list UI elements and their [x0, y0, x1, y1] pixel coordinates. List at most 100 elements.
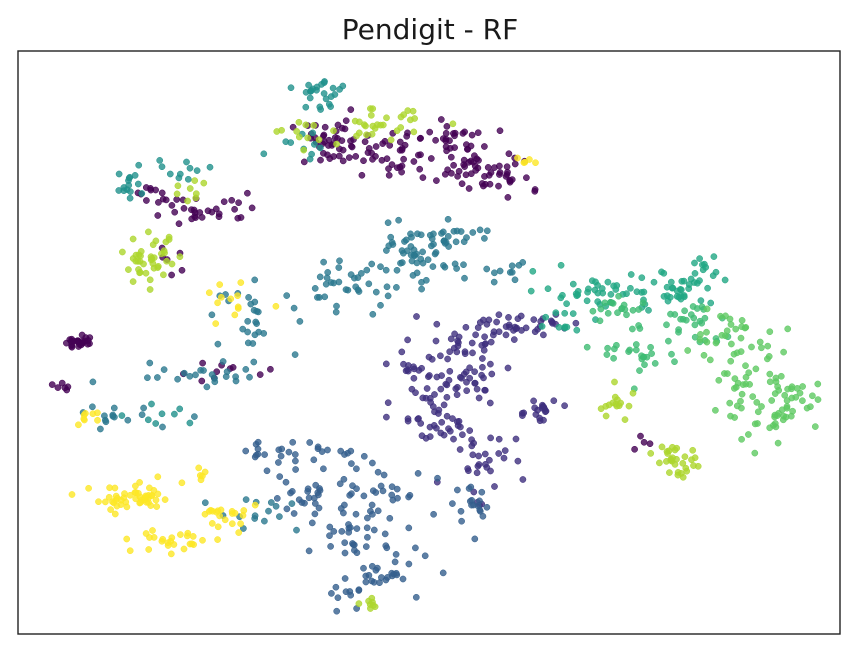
scatter-point — [131, 172, 139, 179]
scatter-point — [174, 182, 182, 190]
scatter-point — [273, 128, 281, 135]
scatter-point — [239, 325, 247, 333]
scatter-point — [583, 343, 591, 351]
scatter-point — [629, 306, 637, 314]
scatter-point — [487, 467, 494, 475]
scatter-point — [305, 494, 313, 502]
scatter-point — [356, 118, 363, 126]
scatter-point — [607, 291, 615, 298]
scatter-point — [267, 499, 275, 506]
scatter-point — [245, 294, 252, 301]
scatter-point — [501, 447, 509, 454]
scatter-point — [463, 378, 470, 386]
scatter-point — [809, 392, 816, 400]
scatter-point — [431, 408, 438, 416]
scatter-point — [186, 372, 194, 380]
scatter-point — [200, 179, 208, 187]
scatter-point — [101, 412, 108, 420]
scatter-point — [117, 496, 125, 504]
scatter-point — [142, 184, 150, 191]
scatter-point — [292, 466, 299, 473]
scatter-point — [410, 374, 418, 382]
scatter-point — [589, 307, 597, 315]
scatter-point — [766, 370, 774, 378]
scatter-point — [191, 213, 199, 220]
scatter-point — [475, 461, 483, 468]
scatter-point — [235, 199, 242, 207]
scatter-point — [758, 403, 765, 410]
scatter-point — [741, 324, 749, 332]
scatter-point — [333, 140, 340, 148]
scatter-point — [277, 452, 285, 460]
scatter-point — [138, 411, 146, 419]
scatter-point — [468, 501, 475, 509]
scatter-point — [398, 146, 406, 154]
scatter-point — [504, 168, 511, 176]
scatter-point — [679, 459, 687, 467]
scatter-point — [483, 503, 491, 511]
scatter-point — [658, 443, 666, 451]
scatter-point — [481, 386, 489, 394]
scatter-point — [780, 412, 787, 420]
scatter-point — [316, 103, 324, 111]
scatter-point — [427, 155, 435, 162]
scatter-point — [458, 180, 466, 188]
scatter-point — [231, 205, 238, 213]
scatter-point — [453, 391, 461, 399]
scatter-point — [467, 157, 475, 165]
scatter-point — [242, 496, 250, 503]
scatter-point — [696, 255, 703, 262]
scatter-point — [192, 371, 199, 379]
scatter-point — [475, 157, 482, 164]
scatter-point — [503, 163, 511, 171]
scatter-point — [689, 446, 697, 454]
scatter-point — [491, 164, 498, 171]
scatter-point — [330, 127, 337, 135]
scatter-point — [645, 306, 652, 314]
scatter-point — [681, 307, 688, 315]
scatter-point — [244, 317, 252, 325]
scatter-point — [199, 536, 206, 544]
scatter-point — [456, 446, 464, 453]
scatter-point — [680, 277, 688, 285]
scatter-point — [549, 319, 556, 327]
scatter-point — [150, 534, 158, 541]
scatter-point — [273, 495, 281, 502]
scatter-point — [493, 318, 500, 326]
scatter-point — [235, 529, 243, 536]
scatter-point — [648, 350, 655, 357]
scatter-point — [146, 276, 154, 284]
scatter-point — [707, 299, 715, 307]
scatter-point — [610, 354, 617, 362]
scatter-point — [208, 311, 216, 319]
scatter-point — [469, 451, 477, 459]
scatter-point — [647, 343, 654, 351]
scatter-point — [134, 180, 142, 188]
scatter-point — [167, 550, 175, 558]
scatter-point — [437, 385, 445, 393]
scatter-point — [666, 469, 673, 476]
scatter-point — [335, 264, 343, 271]
scatter-point — [399, 575, 407, 583]
scatter-point — [308, 519, 316, 527]
scatter-point — [738, 390, 746, 398]
scatter-point — [430, 510, 437, 518]
scatter-point — [426, 128, 434, 136]
scatter-point — [480, 346, 488, 354]
scatter-point — [404, 129, 411, 137]
scatter-point — [550, 397, 558, 405]
scatter-point — [304, 488, 312, 495]
scatter-point — [154, 374, 161, 381]
scatter-point — [604, 344, 611, 352]
series-8 — [119, 105, 702, 612]
scatter-point — [425, 353, 433, 361]
scatter-point — [168, 260, 176, 268]
scatter-point — [291, 351, 299, 358]
scatter-point — [478, 180, 486, 187]
scatter-point — [423, 385, 431, 392]
scatter-point — [488, 370, 496, 378]
scatter-point — [75, 421, 82, 429]
scatter-point — [217, 293, 225, 301]
scatter-point — [302, 121, 310, 129]
